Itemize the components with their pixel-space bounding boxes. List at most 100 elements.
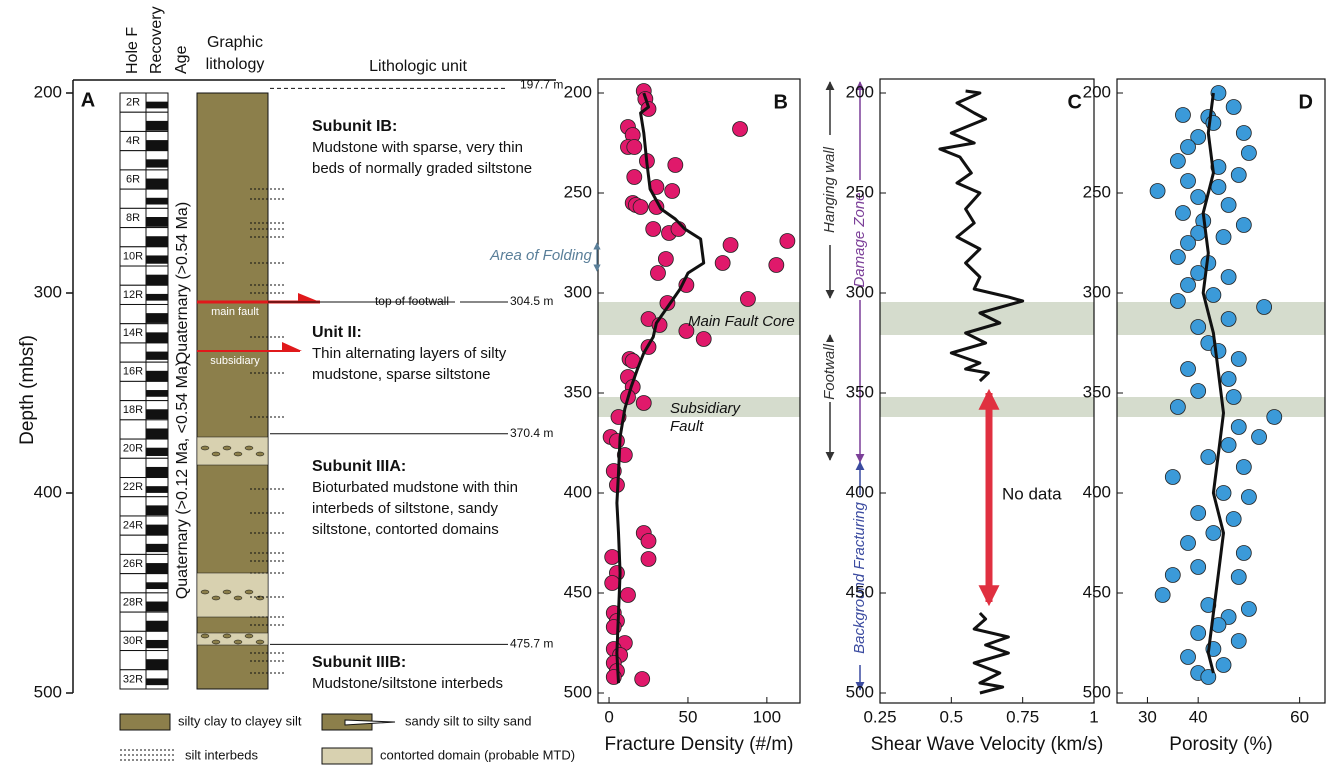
y-tick-label: 350 <box>846 382 874 401</box>
age-label: Quaternary (>0.54 Ma) <box>174 202 191 364</box>
core-label: 8R <box>126 212 140 224</box>
footwall-label: top of footwall <box>375 294 449 308</box>
data-point <box>1175 206 1190 221</box>
core-box <box>120 651 146 670</box>
contorted-domain <box>197 573 268 617</box>
x-tick-label: 50 <box>678 707 697 726</box>
data-point <box>627 170 642 185</box>
recovery-black <box>146 390 168 397</box>
zone-label: Footwall <box>821 343 838 400</box>
panel-letter: B <box>774 91 788 113</box>
core-label: 26R <box>123 558 143 570</box>
annotation: Fault <box>670 418 704 435</box>
core-label: 24R <box>123 519 143 531</box>
y-tick-label: 400 <box>846 482 874 501</box>
data-point <box>1170 154 1185 169</box>
data-point <box>1201 450 1216 465</box>
core-box <box>120 381 146 400</box>
data-point <box>1181 536 1196 551</box>
data-point <box>633 200 648 215</box>
zone-label: Background Fracturing <box>851 501 868 653</box>
data-point <box>668 158 683 173</box>
x-tick-label: 0.5 <box>940 707 964 726</box>
legend-swatch <box>120 714 170 730</box>
data-point <box>769 258 784 273</box>
clast <box>212 452 220 456</box>
unit-name: Subunit IB: <box>312 118 397 135</box>
unit-name: Subunit IIIA: <box>312 458 406 475</box>
boundary-label: 475.7 m <box>510 637 553 651</box>
data-point <box>1191 266 1206 281</box>
data-point <box>1231 420 1246 435</box>
recovery-black <box>146 198 168 205</box>
data-point <box>740 292 755 307</box>
recovery-black <box>146 217 168 227</box>
core-box <box>120 497 146 516</box>
unit-desc: Thin alternating layers of silty <box>312 345 507 362</box>
core-label: 32R <box>123 673 143 685</box>
y-tick-label: 400 <box>564 482 592 501</box>
clast <box>234 452 242 456</box>
annotation: No data <box>1002 484 1062 503</box>
legend-label: sandy silt to silty sand <box>405 713 531 728</box>
data-point <box>1211 180 1226 195</box>
core-box <box>120 304 146 323</box>
data-point <box>1226 512 1241 527</box>
recovery-black <box>146 275 168 286</box>
data-point <box>1181 278 1196 293</box>
y-tick-label: 500 <box>1083 682 1111 701</box>
recovery-black <box>146 678 168 685</box>
clast <box>234 596 242 600</box>
data-point <box>1155 588 1170 603</box>
data-point <box>1191 506 1206 521</box>
data-point <box>641 552 656 567</box>
unit-name: Unit II: <box>312 324 362 341</box>
data-point <box>1165 568 1180 583</box>
data-point <box>1252 430 1267 445</box>
data-point <box>1241 490 1256 505</box>
data-point <box>1236 460 1251 475</box>
data-point <box>1226 390 1241 405</box>
core-label: 30R <box>123 635 143 647</box>
clast <box>223 590 231 594</box>
data-point <box>1181 236 1196 251</box>
running-line <box>940 91 1023 693</box>
recovery-black <box>146 121 168 131</box>
data-point <box>1206 526 1221 541</box>
data-point <box>1165 470 1180 485</box>
header: Age <box>173 45 190 74</box>
y-tick-label: 400 <box>34 482 62 501</box>
unit-desc: mudstone, sparse siltstone <box>312 366 490 383</box>
data-point <box>1170 294 1185 309</box>
y-tick-label: 200 <box>846 82 874 101</box>
recovery-black <box>146 467 168 478</box>
recovery-black <box>146 448 168 456</box>
data-point <box>1226 100 1241 115</box>
data-point <box>1241 146 1256 161</box>
unit-desc: Mudstone with sparse, very thin <box>312 139 523 156</box>
recovery-black <box>146 102 168 109</box>
recovery-black <box>146 582 168 589</box>
data-point <box>636 396 651 411</box>
y-tick-label: 450 <box>846 582 874 601</box>
zone-label: Hanging wall <box>821 146 838 233</box>
recovery-black <box>146 544 168 552</box>
x-axis-label: Fracture Density (#/m) <box>605 734 794 755</box>
clast <box>212 640 220 644</box>
core-box <box>120 151 146 170</box>
data-point <box>1221 438 1236 453</box>
core-label: 12R <box>123 289 143 301</box>
x-tick-label: 0.25 <box>863 707 896 726</box>
contorted-domain <box>197 437 268 465</box>
data-point <box>1231 352 1246 367</box>
boundary-label: 370.4 m <box>510 426 553 440</box>
data-point <box>1216 658 1231 673</box>
data-point <box>1231 168 1246 183</box>
x-tick-label: 30 <box>1138 707 1157 726</box>
core-box <box>120 266 146 285</box>
data-point <box>780 234 795 249</box>
data-point <box>627 140 642 155</box>
header: Recovery <box>148 6 165 74</box>
core-box <box>120 189 146 208</box>
panel: 200250300350400450500304060Porosity (%)D <box>1083 79 1325 755</box>
